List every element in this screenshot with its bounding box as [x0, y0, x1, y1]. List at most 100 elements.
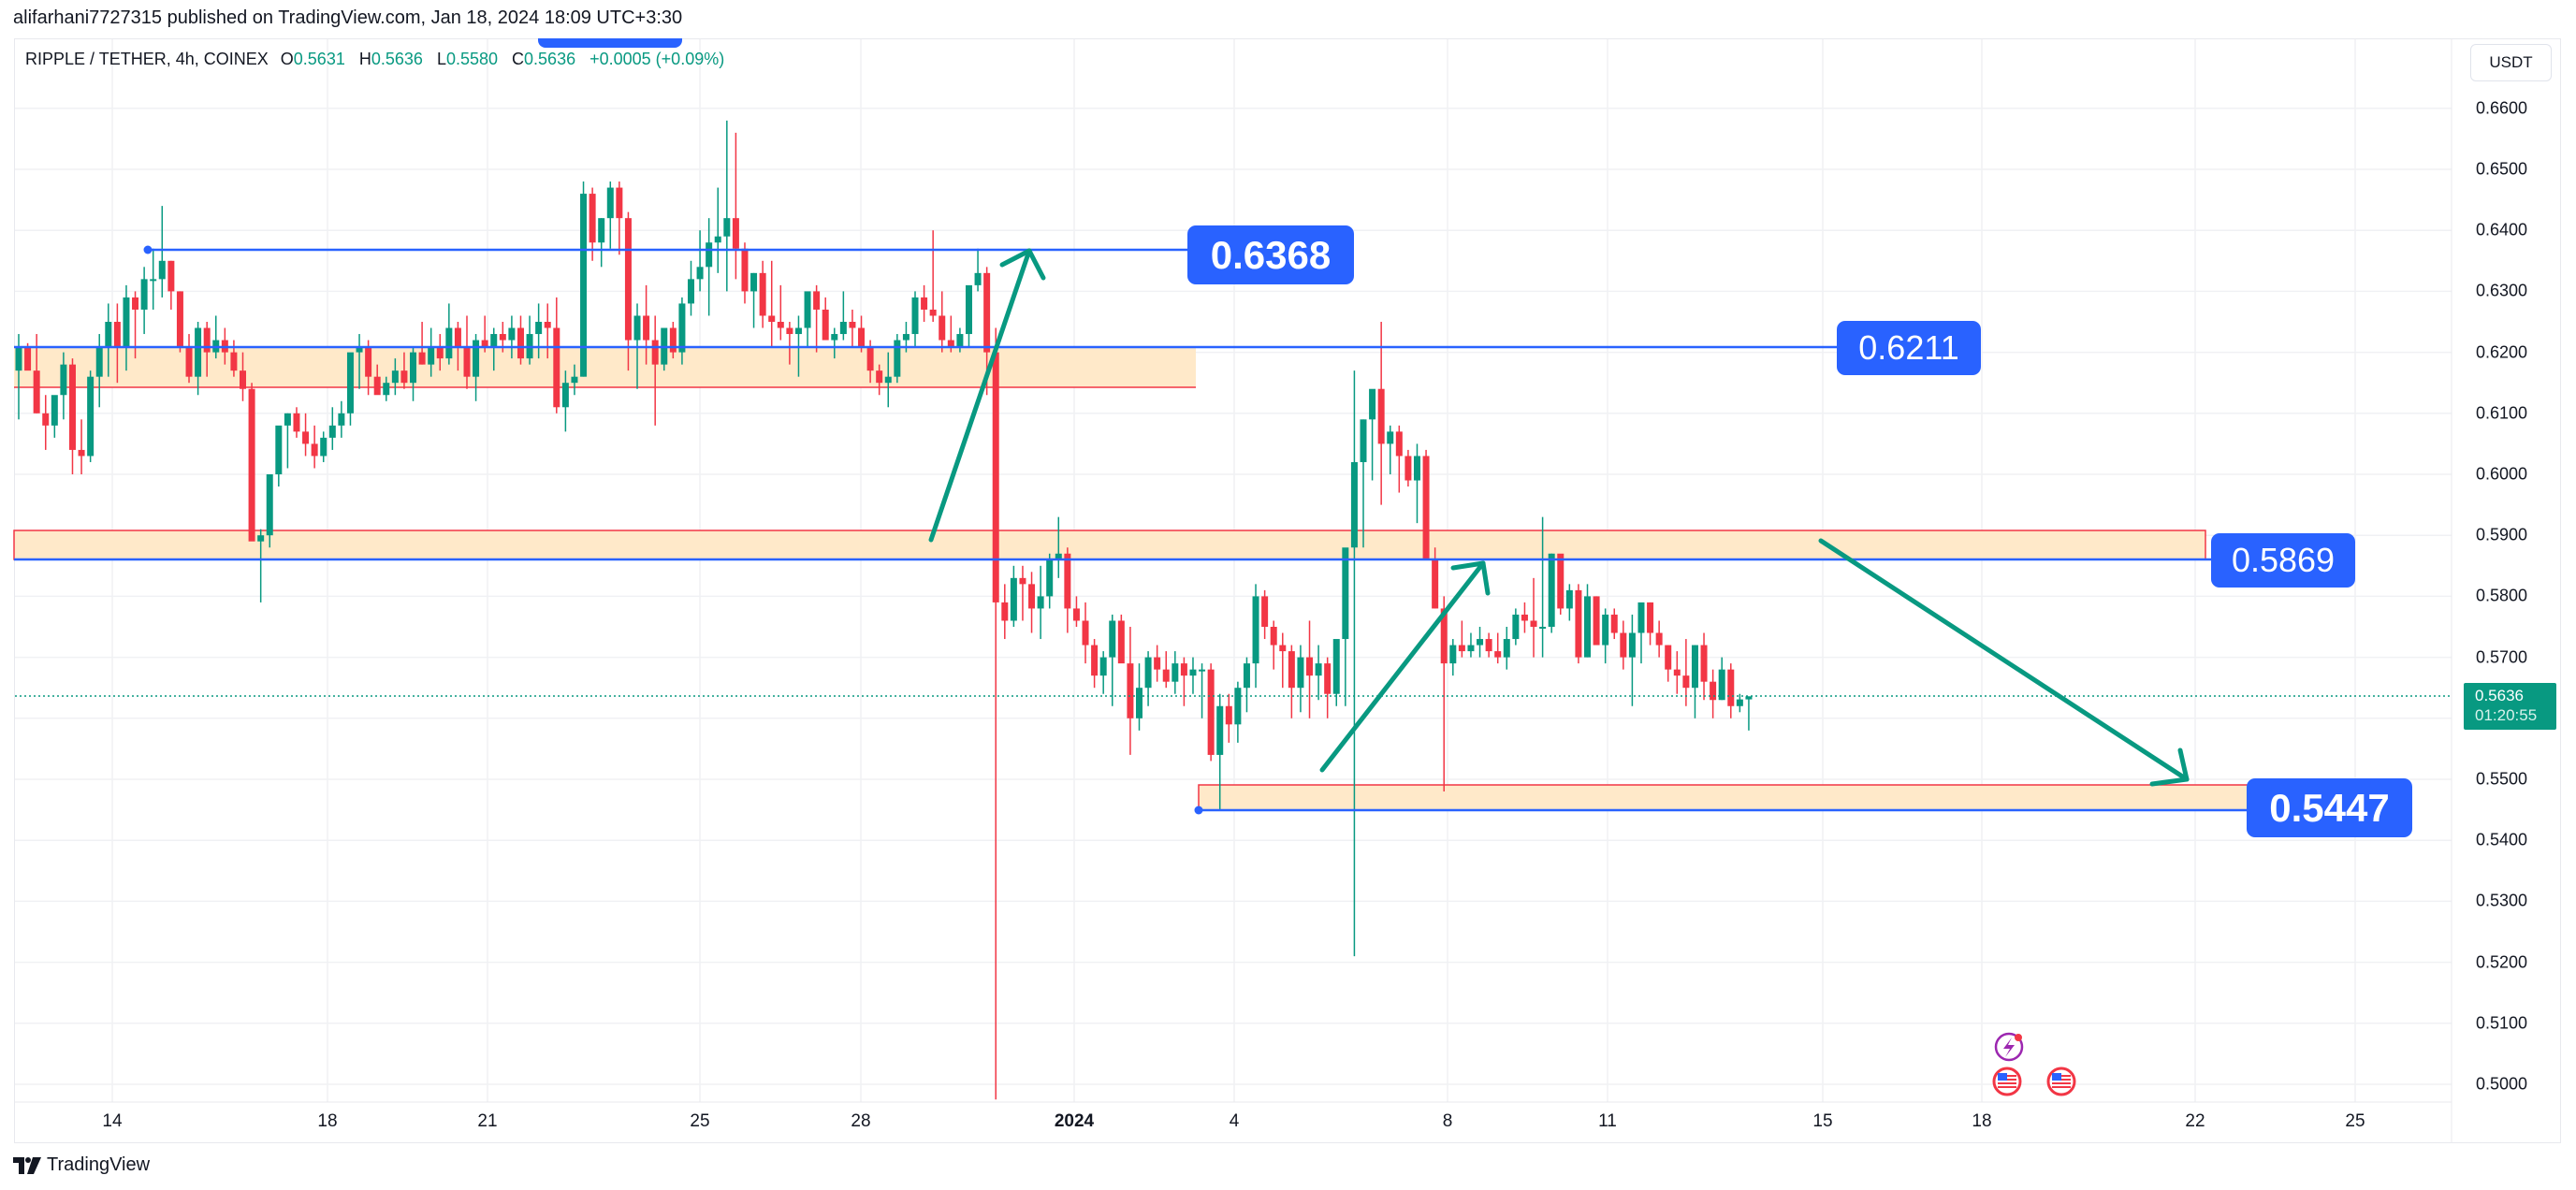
drawing-toolbar-handle[interactable]: [538, 38, 682, 48]
candle-body: [1485, 639, 1492, 652]
candle-body: [1072, 608, 1080, 621]
candle-body: [1565, 589, 1573, 609]
candle-body: [1189, 669, 1197, 676]
price-tick: 0.5500: [2476, 769, 2528, 789]
candle-body: [1028, 584, 1036, 609]
candle-body: [365, 346, 372, 377]
candle-body: [158, 260, 166, 280]
date-tick: 2024: [1054, 1111, 1095, 1131]
candle-body: [759, 272, 766, 316]
price-level-tag-0.5869[interactable]: 0.5869: [2211, 533, 2355, 588]
currency-unit-button[interactable]: USDT: [2470, 44, 2552, 81]
candle-body: [1117, 620, 1125, 664]
candle-body: [633, 315, 641, 341]
symbol-title[interactable]: RIPPLE / TETHER, 4h, COINEX: [25, 50, 269, 68]
tradingview-footer[interactable]: TradingView: [13, 1154, 150, 1176]
candle-body: [1252, 596, 1259, 664]
candle-body: [902, 334, 910, 341]
candle-body: [1225, 705, 1232, 725]
candle-body: [1162, 669, 1170, 682]
candle-body: [1467, 645, 1475, 652]
date-tick: 21: [477, 1111, 498, 1131]
candle-body: [1682, 675, 1690, 689]
candle-body: [418, 352, 426, 365]
candle-body: [866, 346, 874, 371]
price-tick: 0.5900: [2476, 525, 2528, 544]
candle-body: [714, 236, 721, 243]
open-label: O: [280, 50, 294, 68]
candle-body: [1288, 651, 1295, 689]
candle-body: [1422, 456, 1430, 560]
candle-body: [1557, 553, 1565, 609]
candle-body: [490, 334, 498, 347]
price-tick: 0.5700: [2476, 647, 2528, 667]
candle-body: [499, 334, 506, 341]
candle-body: [356, 346, 363, 353]
candle-body: [706, 242, 713, 268]
candle-body: [1377, 388, 1385, 444]
open-value: 0.5631: [293, 50, 345, 68]
candle-body: [974, 272, 982, 285]
candle-body: [1261, 596, 1269, 627]
candle-body: [42, 413, 50, 426]
candle-body: [1315, 663, 1322, 676]
candle-body: [410, 352, 417, 384]
candle-body: [1647, 602, 1654, 633]
candle-body: [1010, 577, 1017, 621]
us-flag-event-icon: [2046, 1067, 2076, 1096]
price-tick: 0.5100: [2476, 1013, 2528, 1033]
candle-body: [445, 327, 453, 359]
candle-body: [1216, 705, 1224, 755]
candle-body: [1628, 632, 1636, 658]
candle-body: [544, 322, 551, 328]
candle-body: [939, 315, 946, 341]
candle-body: [266, 474, 273, 536]
date-tick: 18: [317, 1111, 338, 1131]
candle-body: [1046, 559, 1054, 597]
candle-body: [732, 218, 739, 249]
price-level-tag-0.5447[interactable]: 0.5447: [2247, 778, 2412, 837]
candle-body: [1154, 657, 1161, 670]
candle-body: [346, 352, 354, 414]
candle-body: [1593, 596, 1600, 646]
candle-body: [1136, 688, 1142, 718]
price-level-tag-0.6368[interactable]: 0.6368: [1187, 225, 1354, 284]
candle-body: [1602, 614, 1609, 646]
candle-body: [929, 309, 937, 316]
candle-body: [517, 327, 524, 359]
candle-body: [481, 340, 488, 347]
candle-body: [1610, 614, 1618, 633]
candle-body: [616, 187, 623, 219]
candle-body: [535, 322, 543, 335]
candle-body: [257, 535, 265, 542]
price-level-tag-0.6211[interactable]: 0.6211: [1837, 321, 1981, 375]
date-tick: 8: [1442, 1111, 1453, 1131]
candle-body: [561, 383, 569, 408]
anchor-point: [143, 245, 153, 254]
candle-body: [1127, 663, 1134, 718]
candle-body: [598, 218, 605, 243]
candle-body: [95, 346, 103, 377]
candle-body: [669, 327, 677, 353]
candle-body: [428, 346, 435, 365]
price-tick: 0.5800: [2476, 586, 2528, 605]
candle-body: [78, 449, 85, 457]
candle-body: [1395, 431, 1403, 457]
candle-body: [1736, 699, 1743, 706]
candle-body: [1584, 596, 1591, 658]
candle-body: [1099, 657, 1107, 676]
candle-body: [293, 413, 300, 432]
candle-body: [275, 425, 283, 474]
candle-body: [1449, 645, 1457, 664]
candle-body: [580, 194, 588, 377]
candle-body: [992, 352, 999, 602]
candle-body: [1360, 419, 1367, 462]
candle-body: [1387, 431, 1394, 444]
price-tick: 0.5000: [2476, 1074, 2528, 1094]
candle-body: [320, 437, 327, 457]
candle-body: [1727, 669, 1735, 706]
candle-body: [651, 340, 659, 365]
economic-event-icon: [1994, 1032, 2024, 1062]
candle-body: [786, 327, 793, 335]
